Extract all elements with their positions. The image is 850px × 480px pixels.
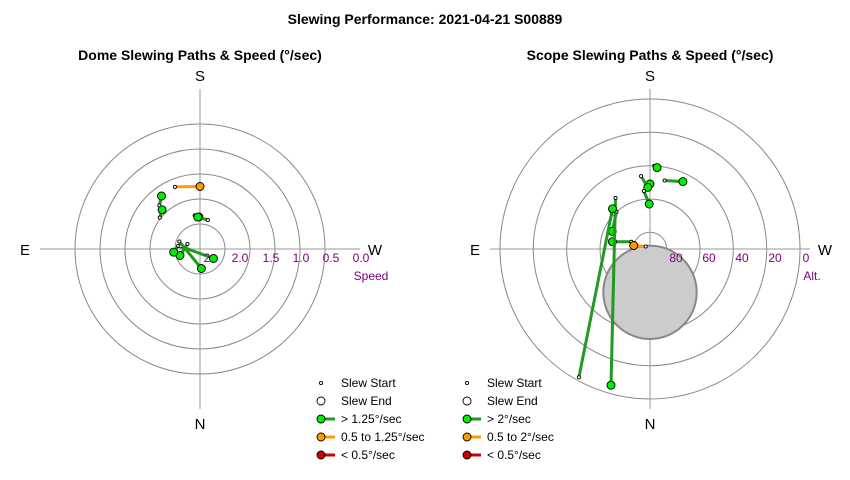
dome-compass-e: E — [20, 242, 30, 259]
scope-slew-end-9 — [629, 241, 639, 250]
scope-slew-end-3 — [643, 182, 653, 192]
scope-ring-label-40: 40 — [735, 251, 749, 265]
scope-slew-path-7 — [609, 196, 617, 387]
scope-legend-icons — [462, 380, 481, 460]
dome-slew-paths — [157, 182, 218, 273]
scope-slew-end-4 — [644, 199, 654, 209]
dome-legend-icon-marker-fast — [316, 414, 326, 424]
dome-legend-icon-marker-slow — [316, 450, 326, 460]
scope-legend-slew-end: Slew End — [487, 394, 538, 408]
dome-slew-start-0 — [172, 184, 177, 189]
scope-radial-axis-name: Alt. — [803, 269, 820, 283]
scope-legend-icon-marker-fast — [462, 414, 472, 424]
scope-legend: Slew Start Slew End > 2°/sec 0.5 to 2°/s… — [462, 376, 554, 462]
dome-compass-n: N — [195, 416, 206, 433]
dome-legend-icons — [316, 380, 335, 460]
dome-ring-label-2-0: 2.0 — [232, 251, 249, 265]
scope-ring-label-60: 60 — [702, 251, 716, 265]
dome-slew-start-5 — [185, 241, 190, 246]
dome-slew-start-8 — [177, 239, 182, 244]
scope-slew-path-8 — [577, 207, 614, 379]
dome-slew-start-4 — [157, 215, 162, 220]
dome-compass-w: W — [368, 242, 383, 259]
dome-slew-start-2 — [205, 217, 210, 223]
dome-legend-fast: > 1.25°/sec — [341, 412, 402, 426]
scope-slew-start-3 — [639, 174, 644, 179]
scope-slew-start-4 — [641, 188, 646, 194]
scope-compass-n: N — [645, 416, 656, 433]
scope-legend-fast: > 2°/sec — [487, 412, 531, 426]
dome-radial-axis-name: Speed — [354, 269, 389, 283]
scope-panel-title: Scope Slewing Paths & Speed (°/sec) — [527, 47, 774, 63]
dome-polar-panel: Dome Slewing Paths & Speed (°/sec) S N E… — [20, 47, 388, 433]
scope-legend-icon-end — [462, 396, 472, 406]
dome-slew-end-6 — [169, 247, 179, 257]
scope-slew-start-9 — [643, 244, 648, 249]
dome-grid — [40, 89, 360, 409]
scope-legend-medium: 0.5 to 2°/sec — [487, 430, 554, 444]
scope-polar-panel: Scope Slewing Paths & Speed (°/sec) S N … — [470, 47, 833, 433]
dome-ring-label-1-5: 1.5 — [263, 251, 280, 265]
scope-compass-e: E — [470, 242, 480, 259]
scope-slew-start-2 — [662, 178, 667, 183]
scope-legend-slew-start: Slew Start — [487, 376, 542, 390]
dome-compass-s: S — [195, 68, 205, 85]
scope-slew-paths — [576, 163, 688, 390]
dome-slew-end-3 — [157, 191, 166, 201]
dome-slew-end-4 — [157, 205, 167, 215]
scope-compass-w: W — [818, 242, 833, 259]
dome-ring-label-0-0: 0.0 — [353, 251, 370, 265]
dome-legend-slew-end: Slew End — [341, 394, 392, 408]
scope-slew-end-7 — [606, 380, 616, 390]
dome-legend-slow: < 0.5°/sec — [341, 448, 395, 462]
dome-slew-end-8 — [196, 264, 206, 273]
scope-zenith-exclusion-zone — [602, 244, 698, 340]
scope-ring-label-0: 0 — [803, 251, 810, 265]
dome-slew-end-0 — [195, 182, 205, 191]
scope-slew-end-8 — [608, 204, 617, 214]
dome-slew-end-7 — [209, 254, 218, 263]
scope-slew-start-7 — [613, 195, 618, 200]
scope-slew-end-0 — [652, 163, 662, 173]
dome-legend-medium: 0.5 to 1.25°/sec — [341, 430, 425, 444]
dome-slew-path-8 — [177, 240, 203, 270]
dome-ring-label-2: 2 — [204, 251, 211, 265]
dome-ring-label-0-5: 0.5 — [323, 251, 340, 265]
dome-legend: Slew Start Slew End > 1.25°/sec 0.5 to 1… — [316, 376, 425, 462]
scope-legend-icon-start — [464, 380, 470, 386]
dome-ring-label-1-0: 1.0 — [293, 251, 310, 265]
figure-title: Slewing Performance: 2021-04-21 S00889 — [288, 11, 563, 27]
dome-legend-slew-start: Slew Start — [341, 376, 396, 390]
dome-legend-icon-start — [318, 380, 324, 386]
scope-slew-start-8 — [576, 375, 581, 380]
scope-grid — [490, 89, 810, 409]
scope-legend-icon-marker-medium — [462, 432, 472, 442]
scope-legend-slow: < 0.5°/sec — [487, 448, 541, 462]
scope-ring-label-80: 80 — [669, 251, 683, 265]
dome-legend-icon-end — [316, 396, 326, 406]
scope-slew-end-2 — [678, 177, 688, 187]
scope-legend-icon-marker-slow — [462, 450, 472, 460]
dome-panel-title: Dome Slewing Paths & Speed (°/sec) — [78, 47, 322, 63]
dome-slew-end-2 — [193, 212, 203, 222]
dome-legend-icon-marker-medium — [316, 432, 326, 442]
scope-ring-label-20: 20 — [768, 251, 782, 265]
scope-compass-s: S — [645, 68, 655, 85]
